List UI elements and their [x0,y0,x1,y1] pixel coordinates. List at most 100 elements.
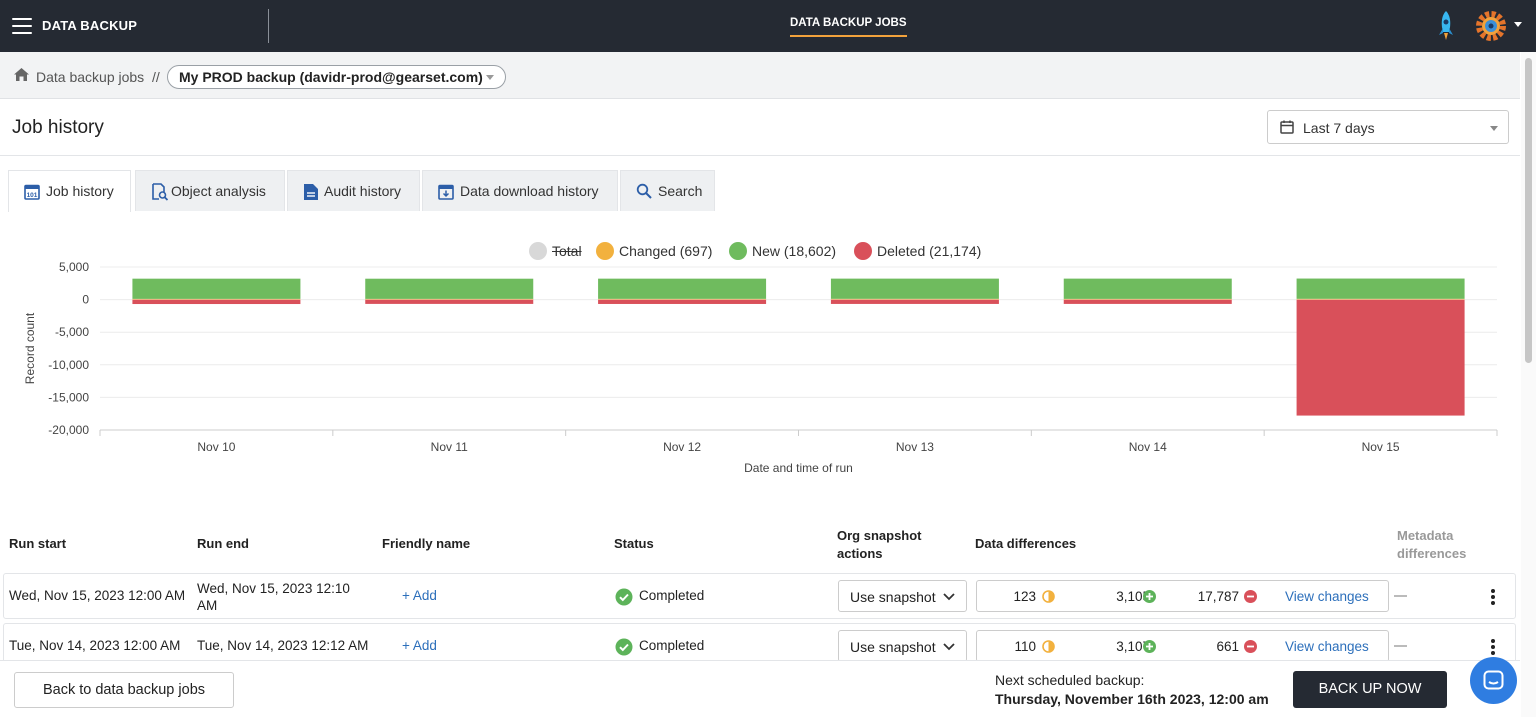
date-range-select[interactable]: Last 7 days [1267,110,1509,144]
header-status: Status [614,536,654,551]
page-scrollbar[interactable] [1521,52,1536,717]
x-tick-label: Nov 10 [197,440,235,454]
job-select[interactable]: My PROD backup (davidr-prod@gearset.com) [167,65,506,89]
table-row: Wed, Nov 15, 2023 12:00 AM Wed, Nov 15, … [3,573,1516,619]
view-changes-link[interactable]: View changes [1285,589,1369,604]
run-start: Wed, Nov 15, 2023 12:00 AM [9,588,186,603]
menu-icon[interactable] [12,18,32,34]
back-to-jobs-button[interactable]: Back to data backup jobs [14,672,234,708]
use-snapshot-dropdown[interactable]: Use snapshot [838,630,967,662]
data-differences-box: 110 3,107 661 View changes [976,630,1389,662]
top-navigation-bar: DATA BACKUP DATA BACKUP JOBS [0,0,1536,52]
app-title: DATA BACKUP [42,18,138,33]
use-snapshot-label: Use snapshot [850,639,936,655]
record-count-chart: 5,000 0 -5,000 -10,000 -15,000 -20,000 Nov 10 N… [23,260,1498,475]
chevron-down-icon [943,643,955,651]
use-snapshot-dropdown[interactable]: Use snapshot [838,580,967,612]
tab-object-analysis[interactable]: Object analysis [135,170,285,211]
plus-circle-icon [1143,640,1156,653]
tab-audit-history[interactable]: Audit history [287,170,420,211]
legend-label: Changed (697) [619,243,713,259]
header-run-start[interactable]: Run start [9,536,67,551]
deleted-count: 661 [1216,639,1239,654]
data-differences-box: 123 3,105 17,787 View changes [976,580,1389,612]
breadcrumb-link-jobs[interactable]: Data backup jobs [36,69,145,85]
run-end: Tue, Nov 14, 2023 12:12 AM [197,638,369,653]
minus-circle-icon [1244,590,1257,603]
header-line: Metadata [1397,528,1454,543]
use-snapshot-label: Use snapshot [850,589,936,605]
back-up-now-button[interactable]: BACK UP NOW [1293,671,1447,708]
more-options-icon[interactable] [1490,588,1496,606]
bar-deleted [132,299,301,305]
header-data-differences: Data differences [975,536,1077,551]
tab-search[interactable]: Search [620,170,715,211]
tab-job-history[interactable]: 101 Job history [8,170,131,212]
legend-label: Total [552,243,582,259]
chat-launcher-button[interactable] [1470,657,1517,704]
chevron-down-icon [943,593,955,601]
legend-label: Deleted (21,174) [877,243,982,259]
nav-data-backup-jobs[interactable]: DATA BACKUP JOBS [790,17,907,37]
header-run-end[interactable]: Run end [197,536,249,551]
new-count: 3,107 [1116,639,1150,654]
chevron-down-icon[interactable] [1514,22,1522,27]
bar-new [132,278,301,299]
next-backup-date: Thursday, November 16th 2023, 12:00 am [995,691,1269,707]
metadata-empty-dash [1394,645,1407,647]
bar-new [598,278,767,299]
changed-count: 123 [1013,589,1036,604]
bar-changed [1296,298,1465,300]
x-tick-label: Nov 14 [1129,440,1167,454]
view-changes-link[interactable]: View changes [1285,639,1369,654]
bar-deleted [598,299,767,304]
legend-label: New (18,602) [752,243,837,259]
deleted-count: 17,787 [1197,589,1239,604]
new-count: 3,105 [1116,589,1150,604]
home-icon[interactable] [13,67,30,82]
legend-swatch [596,242,614,260]
gear-avatar-icon[interactable] [1474,9,1508,43]
tab-label: Search [658,183,703,199]
calendar-icon: 101 [24,184,40,200]
scrollbar-thumb[interactable] [1525,58,1532,363]
document-list-icon [304,184,318,200]
bar-new [1063,278,1232,299]
document-search-icon [152,183,169,201]
header-org-snapshot: Org snapshot actions [837,527,922,563]
bar-new [365,278,534,299]
svg-text:101: 101 [27,192,38,199]
legend-swatch [729,242,747,260]
bar-new [830,278,999,299]
chevron-down-icon [486,75,494,80]
add-friendly-name-link[interactable]: + Add [402,638,437,653]
next-backup-label: Next scheduled backup: [995,672,1145,688]
y-tick-label: -20,000 [48,423,89,437]
chevron-down-icon [1490,126,1498,131]
tab-label: Job history [46,183,114,199]
changed-count: 110 [1014,639,1036,654]
tab-label: Audit history [324,183,402,199]
bar-deleted [1063,299,1232,304]
date-range-value: Last 7 days [1303,120,1375,136]
status-text: Completed [639,588,705,603]
y-tick-label: -10,000 [48,358,89,372]
bar-deleted [1296,299,1465,416]
y-tick-label: -15,000 [48,390,89,404]
changed-icon [1042,640,1055,653]
tab-data-download-history[interactable]: Data download history [422,170,618,211]
bar-deleted [365,299,534,304]
add-friendly-name-link[interactable]: + Add [402,588,437,603]
breadcrumb: Data backup jobs // My PROD backup (davi… [0,52,1520,99]
run-end-line: Wed, Nov 15, 2023 12:10 [197,581,350,596]
x-axis-label: Date and time of run [744,461,853,475]
header-line: Org snapshot [837,528,922,543]
bar-deleted [830,299,999,304]
metadata-empty-dash [1394,595,1407,597]
run-end: Wed, Nov 15, 2023 12:10 AM [197,580,350,614]
y-tick-label: 5,000 [59,260,89,274]
more-options-icon[interactable] [1490,638,1496,656]
breadcrumb-separator: // [152,69,160,85]
rocket-icon[interactable] [1436,10,1456,42]
job-select-value: My PROD backup (davidr-prod@gearset.com) [179,69,483,85]
